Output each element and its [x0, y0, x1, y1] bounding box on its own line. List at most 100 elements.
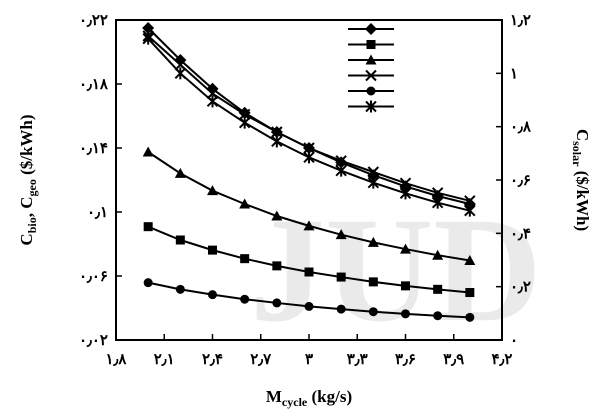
legend-marker-5	[365, 100, 377, 113]
series-1-point-2	[208, 245, 217, 255]
x-tick-label-7: ۳٫۹	[443, 350, 464, 368]
series-3-point-4	[271, 126, 283, 138]
series-5-point-7	[367, 176, 380, 189]
series-5-point-6	[335, 164, 347, 177]
series-1-point-0	[143, 222, 153, 232]
series-2-triangle	[142, 146, 476, 266]
ticks: ۱٫۸ ۲٫۱ ۲٫۴ ۲٫۷ ۳ ۳٫۳ ۳٫۶ ۳٫۹ ۴٫۲ ۰٫۰۲ ۰٫۰۶ ۰٫۱ ۰٫۱۴…	[79, 11, 532, 368]
series-2-point-2	[207, 185, 218, 196]
legend-marker-1	[366, 40, 376, 49]
y-left-tick-label-1: ۰٫۰۶	[79, 267, 108, 285]
series-2-point-7	[367, 236, 379, 247]
y-right-tick-label-6: ۱٫۲	[510, 11, 531, 29]
legend-entry-3	[348, 69, 394, 82]
series-4-point-7	[368, 307, 378, 317]
legend-marker-4	[366, 86, 376, 96]
legend-marker-0	[365, 23, 377, 35]
x-tick-label-1: ۲٫۱	[154, 350, 175, 368]
y-left-tick-label-5: ۰٫۲۲	[79, 11, 108, 29]
legend-marker-2	[365, 54, 377, 65]
series-4-point-6	[336, 304, 346, 314]
legend-entry-2	[348, 54, 394, 65]
series-5-point-1	[174, 67, 187, 80]
legend-entry-5	[348, 100, 394, 113]
series-5-point-10	[464, 204, 476, 217]
legend-entry-1	[348, 40, 394, 49]
series-4-point-0	[143, 278, 153, 288]
legend-entry-0	[348, 23, 394, 35]
series-5-point-8	[399, 187, 412, 200]
series-1-point-7	[368, 277, 378, 287]
x-tick-label-6: ۳٫۶	[395, 350, 416, 368]
series-1-point-8	[401, 281, 410, 291]
legend-entry-4	[348, 86, 394, 96]
series-1-point-4	[272, 261, 282, 271]
series-2-point-4	[271, 210, 283, 221]
series-3-point-1	[174, 59, 187, 71]
y-right-tick-label-5: ۱	[510, 64, 518, 82]
series-2-point-0	[142, 146, 154, 157]
series-5-point-9	[431, 196, 444, 209]
series-4-point-8	[401, 309, 410, 319]
series-line-5	[147, 37, 471, 212]
series-4-point-10	[465, 312, 475, 322]
series-1-point-3	[240, 254, 250, 264]
series-2-point-10	[464, 255, 476, 266]
x-tick-label-2: ۲٫۴	[202, 350, 223, 368]
x-tick-label-8: ۴٫۲	[492, 350, 513, 368]
x-tick-label-5: ۳٫۳	[347, 350, 368, 368]
y-right-tick-label-2: ۰٫۴	[510, 224, 531, 242]
y-right-tick-label-4: ۰٫۸	[510, 118, 532, 136]
y-right-axis-label: Csolar ($/kWh)	[570, 129, 592, 231]
series-2-point-9	[432, 249, 444, 260]
series-2-point-1	[174, 167, 186, 178]
series-0-diamond	[142, 22, 476, 210]
series-5-point-2	[206, 95, 219, 108]
series-5-star	[142, 32, 476, 217]
series-0-point-0	[142, 22, 155, 34]
series-1-point-6	[336, 272, 346, 282]
series-4-circle	[143, 278, 475, 322]
series-5-point-0	[142, 32, 154, 45]
series-1-point-10	[465, 288, 475, 298]
series-1-point-9	[433, 284, 443, 294]
y-right-tick-label-1: ۰٫۲	[510, 278, 531, 296]
x-axis-label: Mcycle (kg/s)	[266, 387, 352, 409]
x-tick-label-0: ۱٫۸	[106, 350, 128, 368]
series-2-point-3	[239, 198, 251, 209]
series-3-point-10	[464, 195, 476, 207]
y-left-axis-label: Cbio, Cgeo ($/kWh)	[17, 114, 39, 245]
series-4-point-4	[272, 298, 282, 308]
series-5-point-4	[271, 135, 283, 148]
series-3-point-3	[238, 108, 251, 121]
series-4-point-3	[240, 294, 250, 304]
series-5-point-5	[303, 151, 315, 164]
series-1-point-1	[175, 235, 185, 245]
series-3-point-5	[303, 142, 315, 154]
y-left-tick-label-0: ۰٫۰۲	[79, 331, 108, 349]
series-2-point-5	[303, 220, 315, 231]
series-1-point-5	[304, 267, 314, 277]
series-4-point-1	[175, 284, 185, 294]
series-3-point-6	[335, 155, 347, 167]
series-4-point-5	[304, 301, 314, 311]
legend	[348, 23, 394, 113]
series-4-point-9	[433, 311, 443, 321]
series-5-point-3	[238, 116, 251, 129]
series	[142, 22, 476, 322]
series-line-0	[147, 27, 471, 205]
series-3-point-7	[367, 166, 380, 178]
y-left-tick-label-4: ۰٫۱۸	[79, 75, 109, 93]
legend-marker-3	[365, 69, 377, 82]
y-right-tick-label-0: ۰	[510, 331, 518, 349]
series-2-point-8	[400, 243, 411, 254]
x-tick-label-4: ۳	[305, 350, 313, 368]
y-left-tick-label-3: ۰٫۱۴	[79, 139, 108, 157]
series-1-square	[143, 222, 475, 298]
series-3-point-8	[399, 177, 412, 189]
y-left-tick-label-2: ۰٫۱	[87, 203, 108, 221]
series-2-point-6	[335, 229, 347, 240]
series-line-3	[147, 35, 471, 202]
y-right-tick-label-3: ۰٫۶	[510, 171, 531, 189]
